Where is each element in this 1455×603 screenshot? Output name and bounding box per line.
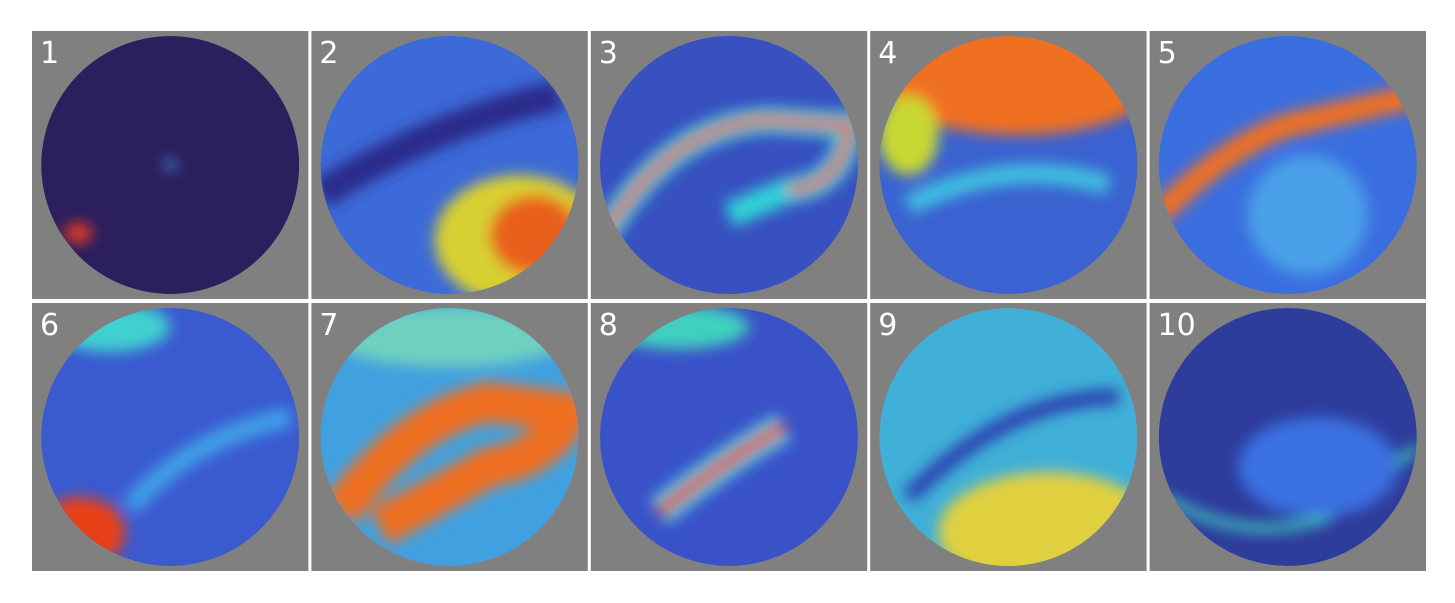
panel: 6: [32, 303, 309, 571]
panel: 2: [311, 31, 588, 299]
panel-label: 3: [599, 36, 618, 71]
tissue-image: [320, 308, 579, 566]
tissue-image: [1158, 308, 1417, 566]
expression-region: [902, 389, 1119, 503]
tissue-image: [879, 36, 1138, 294]
panel: 1: [32, 31, 309, 299]
panel-label: 7: [319, 308, 338, 343]
panel: 7: [311, 303, 588, 571]
expression-region: [1158, 83, 1417, 224]
expression-blobs: [1160, 417, 1417, 533]
expression-region: [1237, 417, 1398, 517]
expression-region: [122, 407, 293, 514]
expression-region: [600, 115, 854, 238]
tissue-image: [320, 36, 579, 294]
panel: 3: [590, 31, 868, 299]
expression-blobs: [1158, 83, 1417, 275]
expression-region: [655, 421, 787, 517]
panel-label: 8: [599, 308, 618, 343]
expression-blobs: [600, 106, 858, 242]
tissue-image: [41, 36, 300, 294]
expression-region: [64, 223, 93, 243]
panel-label: 2: [319, 36, 338, 71]
tissue-image: [1158, 36, 1417, 294]
expression-region: [879, 95, 939, 175]
tissue-base: [600, 308, 858, 566]
panel: 5: [1149, 31, 1426, 299]
expression-region: [164, 159, 177, 171]
panel: 10: [1149, 303, 1426, 571]
expression-region: [1160, 443, 1417, 533]
expression-blobs: [64, 159, 177, 243]
expression-region: [323, 381, 579, 545]
panel-label: 10: [1158, 308, 1196, 343]
panel: 9: [870, 303, 1147, 571]
tissue-image: [600, 36, 858, 294]
expression-region: [903, 163, 1112, 214]
expression-region: [1247, 155, 1368, 275]
panel-label: 5: [1158, 36, 1177, 71]
tissue-base: [600, 36, 858, 294]
panel: 4: [870, 31, 1147, 299]
panel: 8: [590, 303, 868, 571]
expression-region: [320, 80, 563, 208]
panel-label: 6: [40, 308, 59, 343]
panel-label: 1: [40, 36, 59, 71]
tissue-base: [41, 308, 300, 566]
panel-label: 4: [878, 36, 897, 71]
tissue-image: [600, 308, 858, 566]
panel-label: 9: [878, 308, 897, 343]
